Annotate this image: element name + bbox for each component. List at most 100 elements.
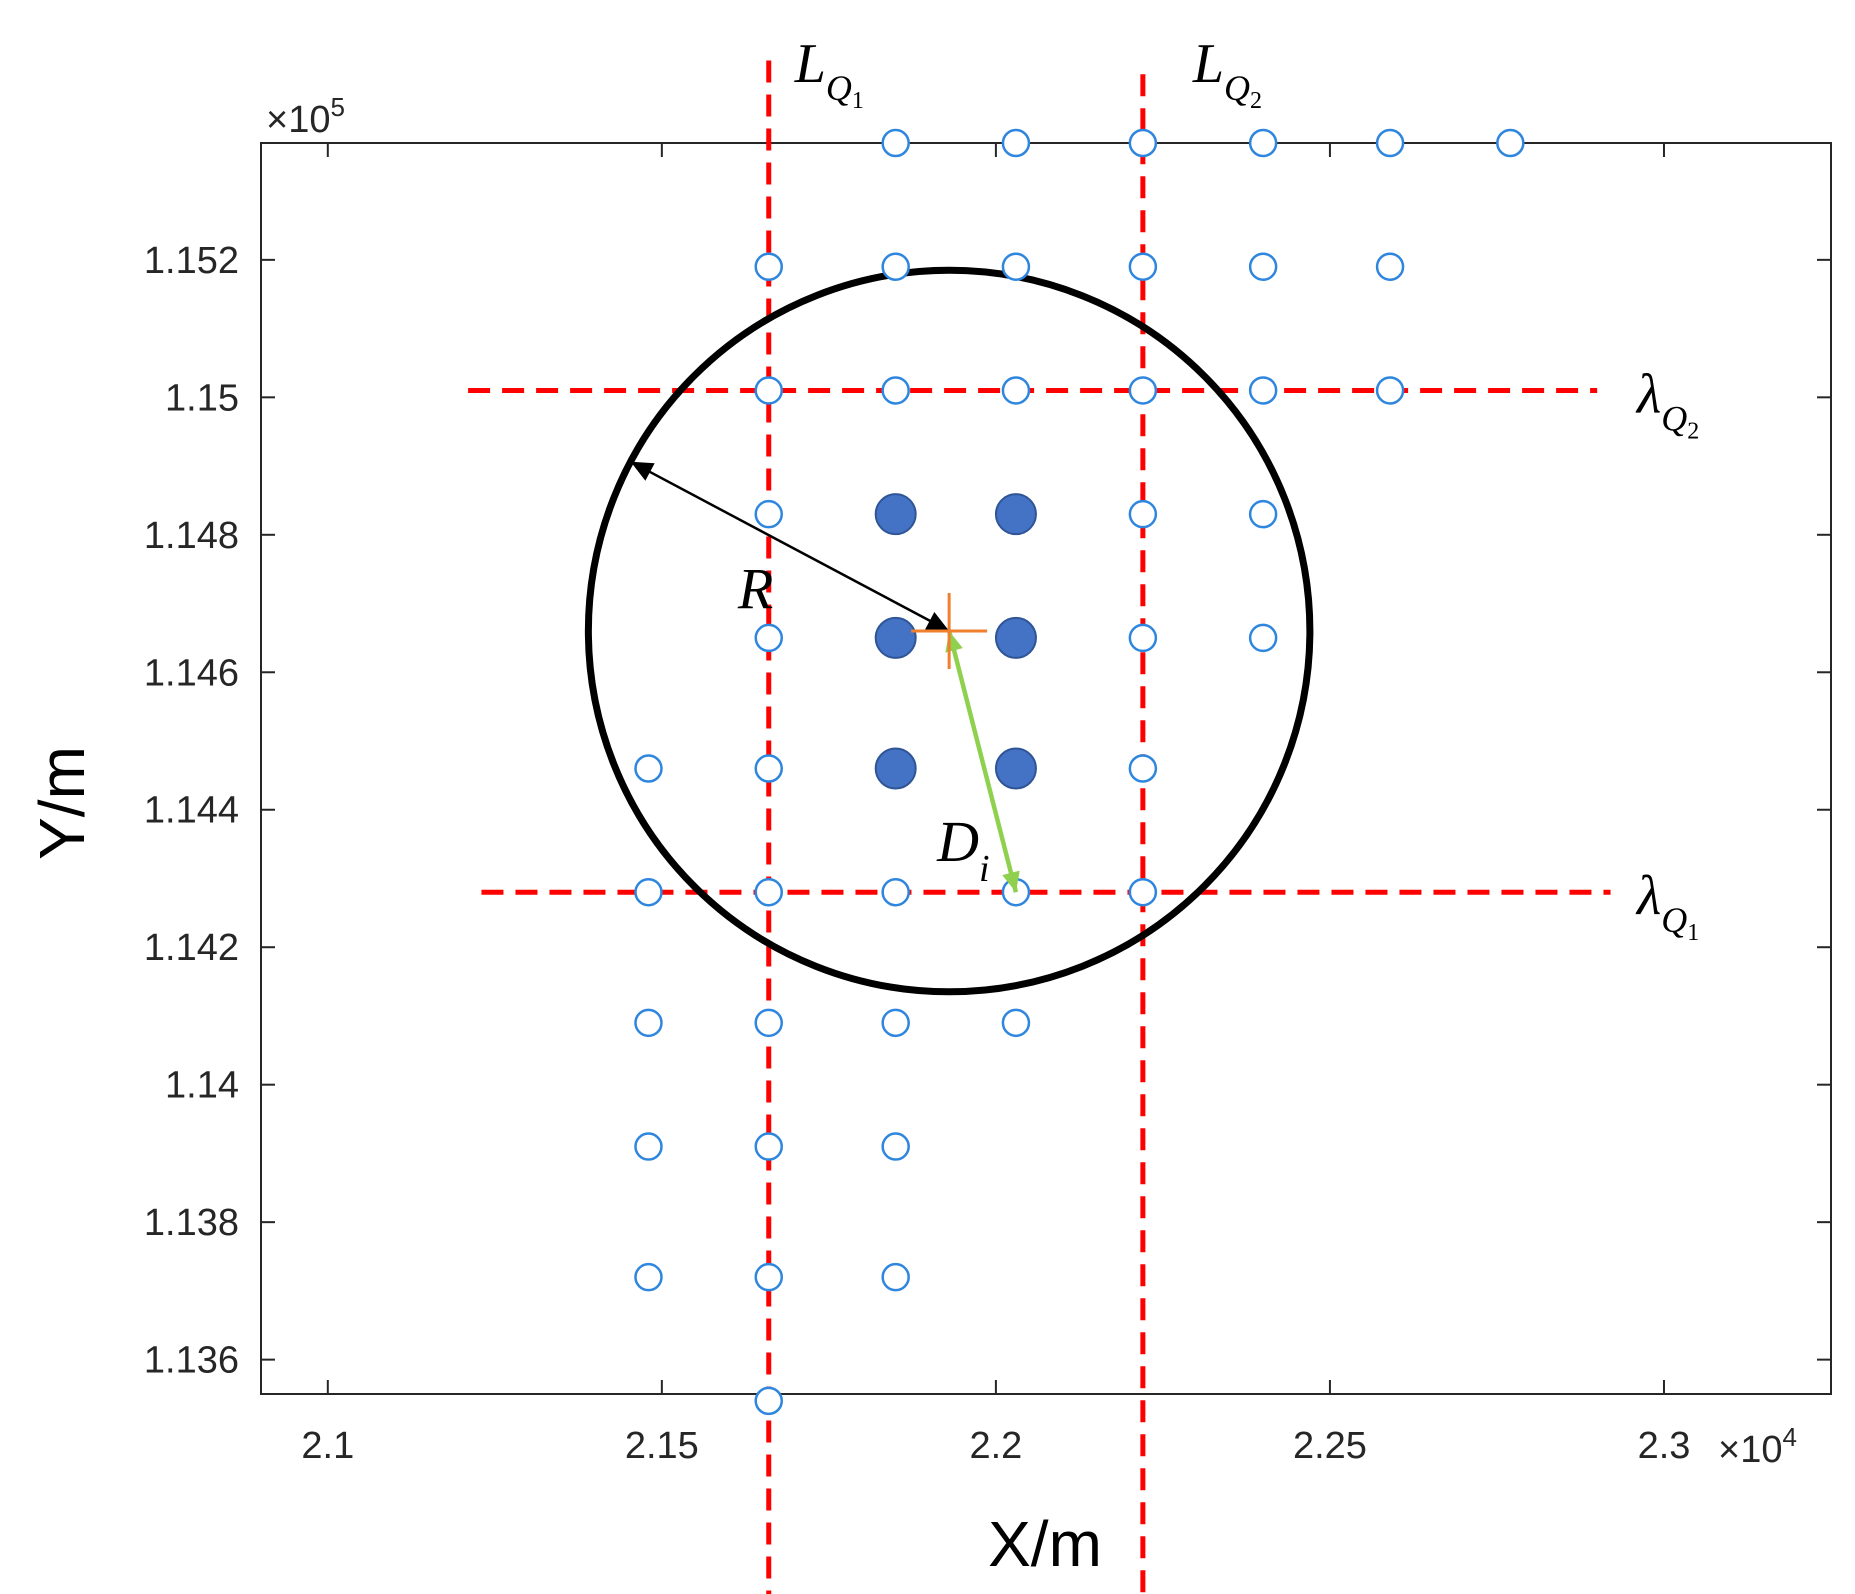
open-point <box>1248 376 1278 405</box>
annotation-layer: R Di <box>630 460 1020 893</box>
open-point <box>754 1386 783 1416</box>
radius-label: R <box>737 556 773 621</box>
y-exponent-base: ×10 <box>266 99 330 141</box>
hline-label-2: λQ2 <box>1635 363 1699 444</box>
hline-label-1-sub2: 1 <box>1687 920 1699 946</box>
vline-label-1-sub: Q <box>826 68 852 108</box>
open-point <box>1001 376 1031 405</box>
x-exponent-base: ×10 <box>1718 1429 1782 1471</box>
open-point <box>881 1262 910 1292</box>
open-point <box>754 1262 783 1292</box>
open-point <box>1128 499 1158 529</box>
open-point <box>881 1008 910 1038</box>
filled-point <box>874 493 917 536</box>
neighborhood-circle <box>584 266 1314 996</box>
x-axis-title: X/m <box>988 1508 1102 1580</box>
y-ticks: 1.136 1.138 1.14 1.142 1.144 1.146 1.148 1.15 1.… <box>144 240 1831 1382</box>
open-point <box>634 754 663 783</box>
y-exponent-power: 5 <box>330 92 344 122</box>
vline-label-1: LQ1 <box>794 33 864 114</box>
open-point <box>1375 128 1405 158</box>
open-point <box>1248 128 1278 158</box>
filled-point <box>994 493 1037 536</box>
open-point <box>634 1262 663 1292</box>
open-point <box>754 499 783 529</box>
distance-label-sub: i <box>979 848 990 890</box>
neighborhood-circle-layer <box>584 266 1314 996</box>
vline-label-2-main: L <box>1192 33 1224 95</box>
x-tick-label: 2.25 <box>1293 1425 1367 1467</box>
hline-label-1-sub: Q <box>1661 900 1687 940</box>
x-ticks: 2.1 2.15 2.2 2.25 2.3 <box>301 143 1690 1467</box>
filled-point <box>994 616 1037 659</box>
x-tick-label: 2.1 <box>301 1425 354 1467</box>
open-point <box>1128 754 1158 783</box>
open-point <box>881 252 910 281</box>
distance-arrow <box>946 630 1019 893</box>
vline-label-2-sub2: 2 <box>1250 88 1262 114</box>
y-tick-label: 1.138 <box>144 1202 239 1244</box>
open-point <box>1128 128 1158 158</box>
plot-area: 2.1 2.15 2.2 2.25 2.3 1.1361.1381.141.1421.1… <box>144 142 1832 1467</box>
open-point <box>881 1132 910 1161</box>
x-tick-label: 2.15 <box>625 1425 699 1467</box>
open-point <box>754 252 783 281</box>
open-point <box>754 754 783 783</box>
vline-label-2: LQ2 <box>1192 33 1262 114</box>
open-point <box>1001 128 1031 158</box>
hline-label-1: λQ1 <box>1635 865 1699 946</box>
open-point <box>634 1008 663 1038</box>
open-point <box>1375 376 1405 405</box>
open-point <box>754 1008 783 1038</box>
open-point <box>754 376 783 405</box>
radius-arrowhead-outer <box>630 461 655 481</box>
open-point <box>754 877 783 907</box>
radius-arrowhead-inner <box>925 611 950 632</box>
open-point <box>1248 623 1278 653</box>
open-point <box>634 877 663 907</box>
x-tick-label: 2.2 <box>969 1425 1022 1467</box>
filled-point <box>874 616 917 659</box>
y-tick-label: 1.152 <box>144 240 239 282</box>
open-point <box>1128 877 1158 907</box>
open-point <box>1001 252 1031 281</box>
hline-label-2-main: λ <box>1635 363 1661 425</box>
open-point <box>1375 252 1405 281</box>
y-tick-label: 1.14 <box>165 1065 239 1107</box>
x-exponent-power: 4 <box>1782 1422 1796 1452</box>
open-point <box>881 376 910 405</box>
filled-point <box>874 747 917 790</box>
y-exponent-label: ×105 <box>266 92 345 141</box>
distance-label: Di <box>936 809 989 890</box>
y-tick-label: 1.144 <box>144 790 239 832</box>
axes-box <box>260 142 1832 1395</box>
open-point <box>1128 376 1158 405</box>
open-point <box>634 1132 663 1161</box>
y-axis-title: Y/m <box>26 746 98 860</box>
y-tick-label: 1.146 <box>144 652 239 694</box>
distance-label-main: D <box>936 809 979 874</box>
y-tick-label: 1.136 <box>144 1340 239 1382</box>
distance-arrowhead-end <box>1002 870 1020 893</box>
radius-arrow <box>630 460 950 633</box>
open-point <box>1128 252 1158 281</box>
vline-label-2-sub: Q <box>1224 68 1250 108</box>
open-point <box>1248 499 1278 529</box>
y-tick-label: 1.15 <box>165 377 239 419</box>
hline-label-1-main: λ <box>1635 865 1661 927</box>
open-point <box>1496 128 1525 158</box>
vline-label-1-sub2: 1 <box>852 88 864 114</box>
open-points <box>634 128 1525 1416</box>
open-point <box>1001 1008 1031 1038</box>
x-exponent-label: ×104 <box>1718 1422 1797 1471</box>
filled-points <box>874 493 1037 790</box>
vline-label-1-main: L <box>794 33 826 95</box>
hline-label-2-sub2: 2 <box>1687 418 1699 444</box>
open-point <box>1248 252 1278 281</box>
open-point <box>754 623 783 653</box>
open-point <box>881 128 910 158</box>
x-tick-label: 2.3 <box>1638 1425 1691 1467</box>
open-point <box>1128 623 1158 653</box>
